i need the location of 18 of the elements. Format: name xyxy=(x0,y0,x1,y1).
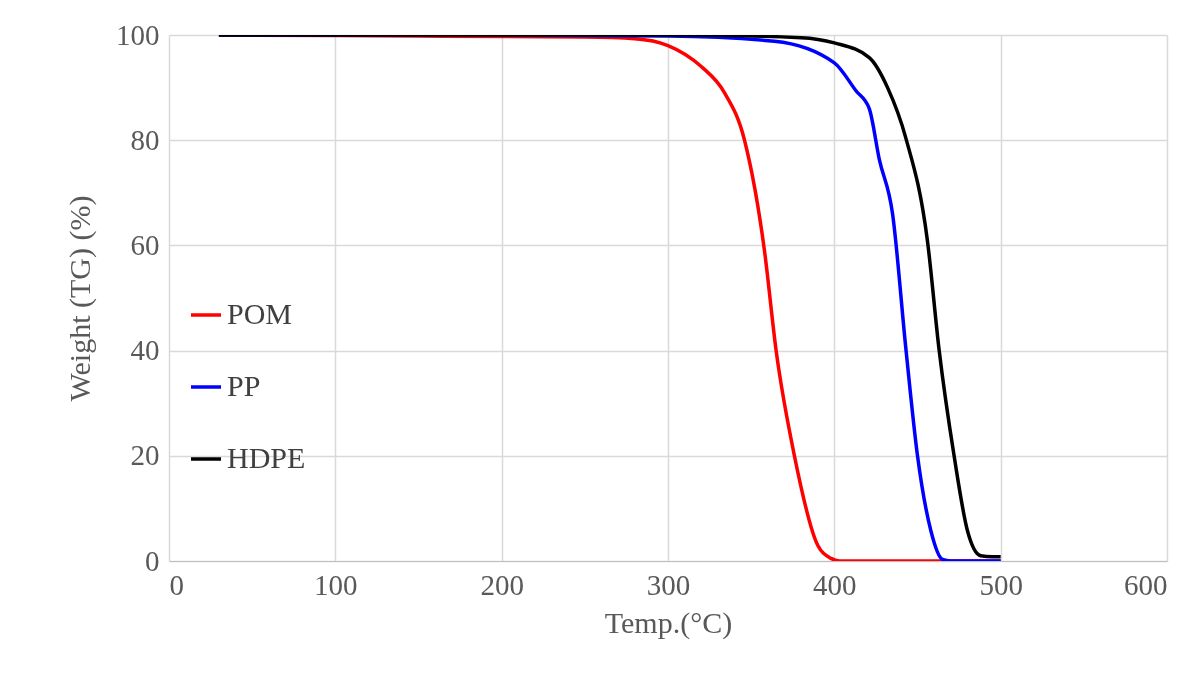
y-axis-title: Weight (TG) (%) xyxy=(63,195,97,402)
x-tick-label: 200 xyxy=(480,568,524,601)
legend-label: PP xyxy=(227,369,261,402)
legend-label: POM xyxy=(227,297,293,330)
x-tick-label: 100 xyxy=(314,568,358,601)
legend-label: HDPE xyxy=(227,441,306,474)
x-tick-label: 500 xyxy=(979,568,1023,601)
y-tick-label: 80 xyxy=(130,123,160,156)
x-tick-label: 400 xyxy=(813,568,857,601)
y-tick-label: 100 xyxy=(116,18,160,51)
x-tick-label: 600 xyxy=(1124,568,1168,601)
x-axis-title: Temp.(°C) xyxy=(604,605,733,640)
y-tick-label: 20 xyxy=(130,439,160,472)
y-tick-label: 40 xyxy=(130,334,160,367)
x-tick-label: 300 xyxy=(646,568,691,601)
y-tick-label: 0 xyxy=(145,544,160,577)
y-tick-label: 60 xyxy=(130,228,160,261)
x-tick-label: 0 xyxy=(169,568,184,601)
